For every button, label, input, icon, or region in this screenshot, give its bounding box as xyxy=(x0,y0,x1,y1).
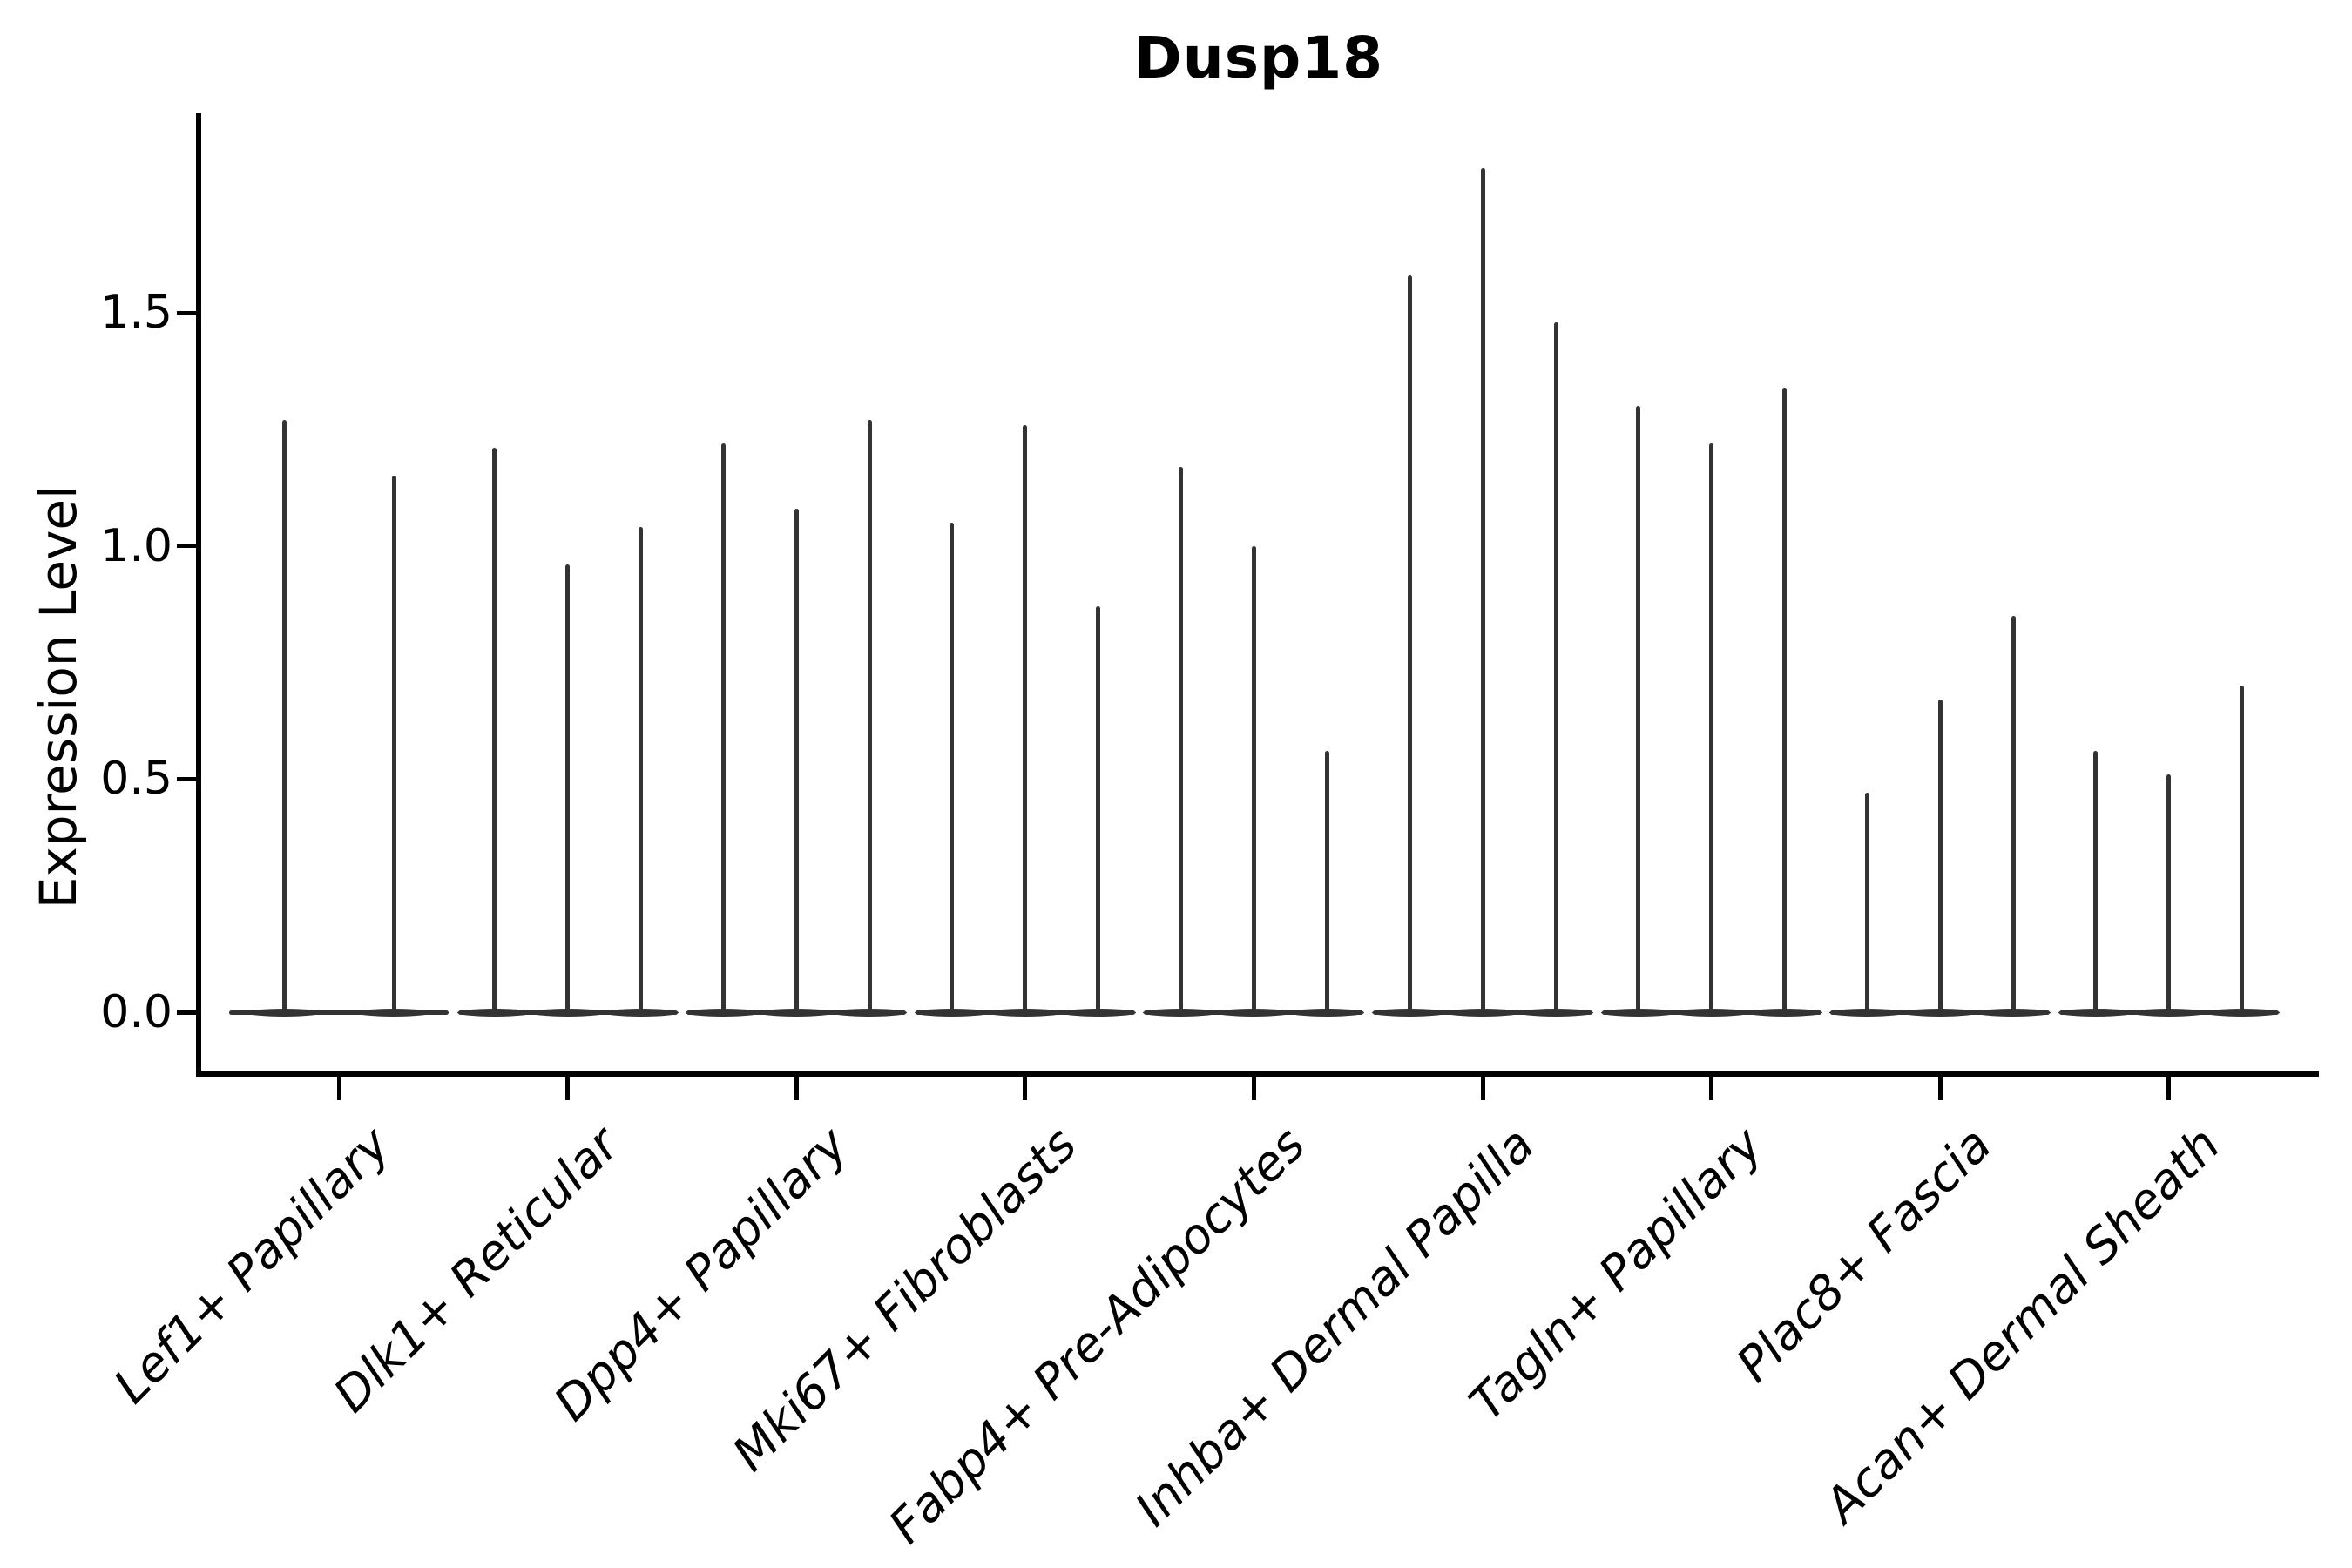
y-tick-mark xyxy=(177,310,197,315)
violin-spike xyxy=(281,420,287,1014)
violin-spike xyxy=(1407,275,1412,1014)
violin-spike xyxy=(867,420,872,1014)
violin-spike xyxy=(1251,545,1256,1014)
group-baseline xyxy=(229,1010,449,1015)
violin-spike xyxy=(1709,443,1714,1014)
y-tick-label: 1.0 xyxy=(100,519,172,572)
violin-spike xyxy=(492,448,497,1014)
x-tick-mark xyxy=(1937,1077,1943,1100)
violin-spike xyxy=(2011,615,2016,1014)
y-tick-mark xyxy=(177,776,197,781)
violin-spike xyxy=(565,564,571,1014)
x-tick-mark xyxy=(1480,1077,1485,1100)
violin-spike xyxy=(950,522,955,1014)
y-tick-mark xyxy=(177,544,197,549)
violin-spike xyxy=(1178,466,1183,1014)
x-tick-mark xyxy=(1709,1077,1714,1100)
y-tick-mark xyxy=(177,1010,197,1015)
violin-spike xyxy=(1096,606,1101,1014)
violin-spike xyxy=(2240,686,2245,1014)
y-axis-spine xyxy=(196,113,201,1077)
x-tick-mark xyxy=(336,1077,341,1100)
x-tick-label: Fabp4+ Pre-Adipocytes xyxy=(877,1116,1316,1554)
violin-spike xyxy=(1937,700,1943,1014)
violin-spike xyxy=(1324,751,1329,1014)
x-tick-mark xyxy=(1023,1077,1028,1100)
y-tick-label: 0.0 xyxy=(100,986,172,1038)
violin-spike xyxy=(1480,168,1485,1014)
violin-spike xyxy=(1553,321,1558,1014)
x-tick-mark xyxy=(794,1077,799,1100)
violin-spike xyxy=(794,508,799,1014)
violin-spike xyxy=(391,476,396,1014)
x-tick-label: Inhba+ Dermal Papilla xyxy=(1124,1116,1544,1538)
violin-spike xyxy=(2093,751,2099,1014)
x-tick-mark xyxy=(1251,1077,1256,1100)
x-tick-mark xyxy=(2166,1077,2172,1100)
violin-spike xyxy=(1636,406,1641,1014)
violin-spike xyxy=(1782,387,1788,1014)
violin-spike xyxy=(1023,424,1028,1014)
x-tick-mark xyxy=(565,1077,571,1100)
y-tick-label: 1.5 xyxy=(100,287,172,340)
x-tick-label: Acan+ Dermal Sheath xyxy=(1814,1116,2231,1533)
plot-title: Dusp18 xyxy=(1133,24,1384,91)
violin-spike xyxy=(639,527,644,1014)
x-axis-spine xyxy=(196,1071,2319,1077)
violin-spike xyxy=(1864,793,1869,1014)
violin-spike xyxy=(2166,774,2172,1014)
y-tick-label: 0.5 xyxy=(100,753,172,806)
violin-spike xyxy=(720,443,726,1014)
